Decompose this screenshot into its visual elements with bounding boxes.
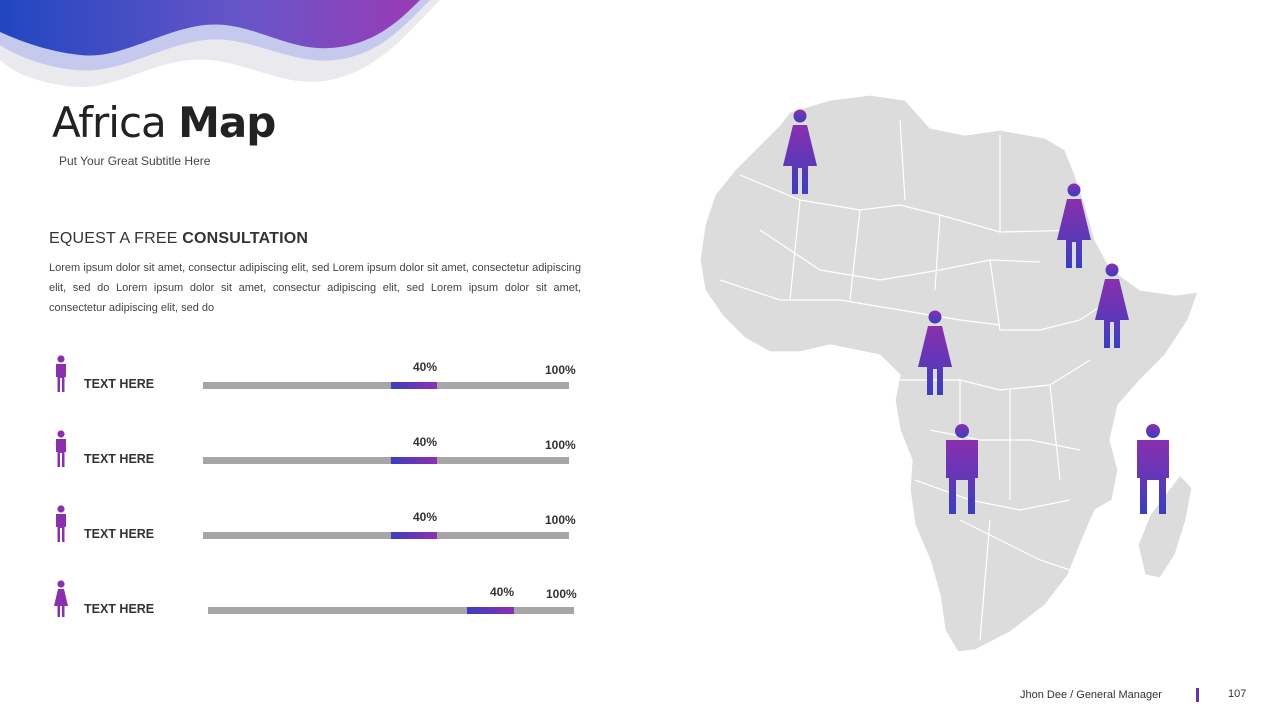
max-label: 100% xyxy=(545,363,576,377)
percent-label: 40% xyxy=(413,435,438,449)
max-label: 100% xyxy=(545,513,576,527)
row-label: TEXT HERE xyxy=(84,527,155,541)
footer-presenter: Jhon Dee / General Manager xyxy=(1020,689,1162,701)
africa-continent xyxy=(699,94,1199,653)
woman-icon xyxy=(918,310,952,395)
page-title: Africa Map xyxy=(52,98,276,147)
progress-fill xyxy=(391,457,437,464)
progress-fill xyxy=(467,607,514,614)
body-paragraph: Lorem ipsum dolor sit amet, consectur ad… xyxy=(49,262,581,314)
woman-icon xyxy=(783,109,817,194)
progress-track xyxy=(203,457,569,464)
woman-icon xyxy=(1095,263,1129,348)
footer-divider xyxy=(1196,688,1199,702)
percent-label: 40% xyxy=(490,585,515,599)
percent-label: 40% xyxy=(413,510,438,524)
page-number: 107 xyxy=(1228,688,1247,700)
progress-fill xyxy=(391,382,437,389)
progress-row: TEXT HERE 40% 100% xyxy=(0,505,620,555)
man-icon xyxy=(56,505,66,542)
man-icon xyxy=(946,424,978,514)
header-wave-decoration xyxy=(0,0,440,88)
man-icon xyxy=(56,355,66,392)
woman-icon xyxy=(1057,183,1091,268)
progress-track xyxy=(203,532,569,539)
man-icon xyxy=(56,430,66,467)
row-label: TEXT HERE xyxy=(84,452,155,466)
woman-icon xyxy=(54,580,68,617)
africa-map xyxy=(699,94,1199,653)
max-label: 100% xyxy=(546,587,577,601)
madagascar xyxy=(1137,474,1193,579)
row-label: TEXT HERE xyxy=(84,377,155,391)
row-label: TEXT HERE xyxy=(84,602,155,616)
man-icon xyxy=(1137,424,1169,514)
progress-fill xyxy=(391,532,437,539)
progress-track xyxy=(203,382,569,389)
progress-row: TEXT HERE 40% 100% xyxy=(0,430,620,480)
percent-label: 40% xyxy=(413,360,438,374)
consultation-heading: EQUEST A FREE CONSULTATION xyxy=(49,230,309,247)
progress-track xyxy=(208,607,574,614)
progress-row: TEXT HERE 40% 100% xyxy=(0,580,620,630)
progress-row: TEXT HERE 40% 100% xyxy=(0,355,620,405)
page-subtitle: Put Your Great Subtitle Here xyxy=(59,154,211,168)
max-label: 100% xyxy=(545,438,576,452)
